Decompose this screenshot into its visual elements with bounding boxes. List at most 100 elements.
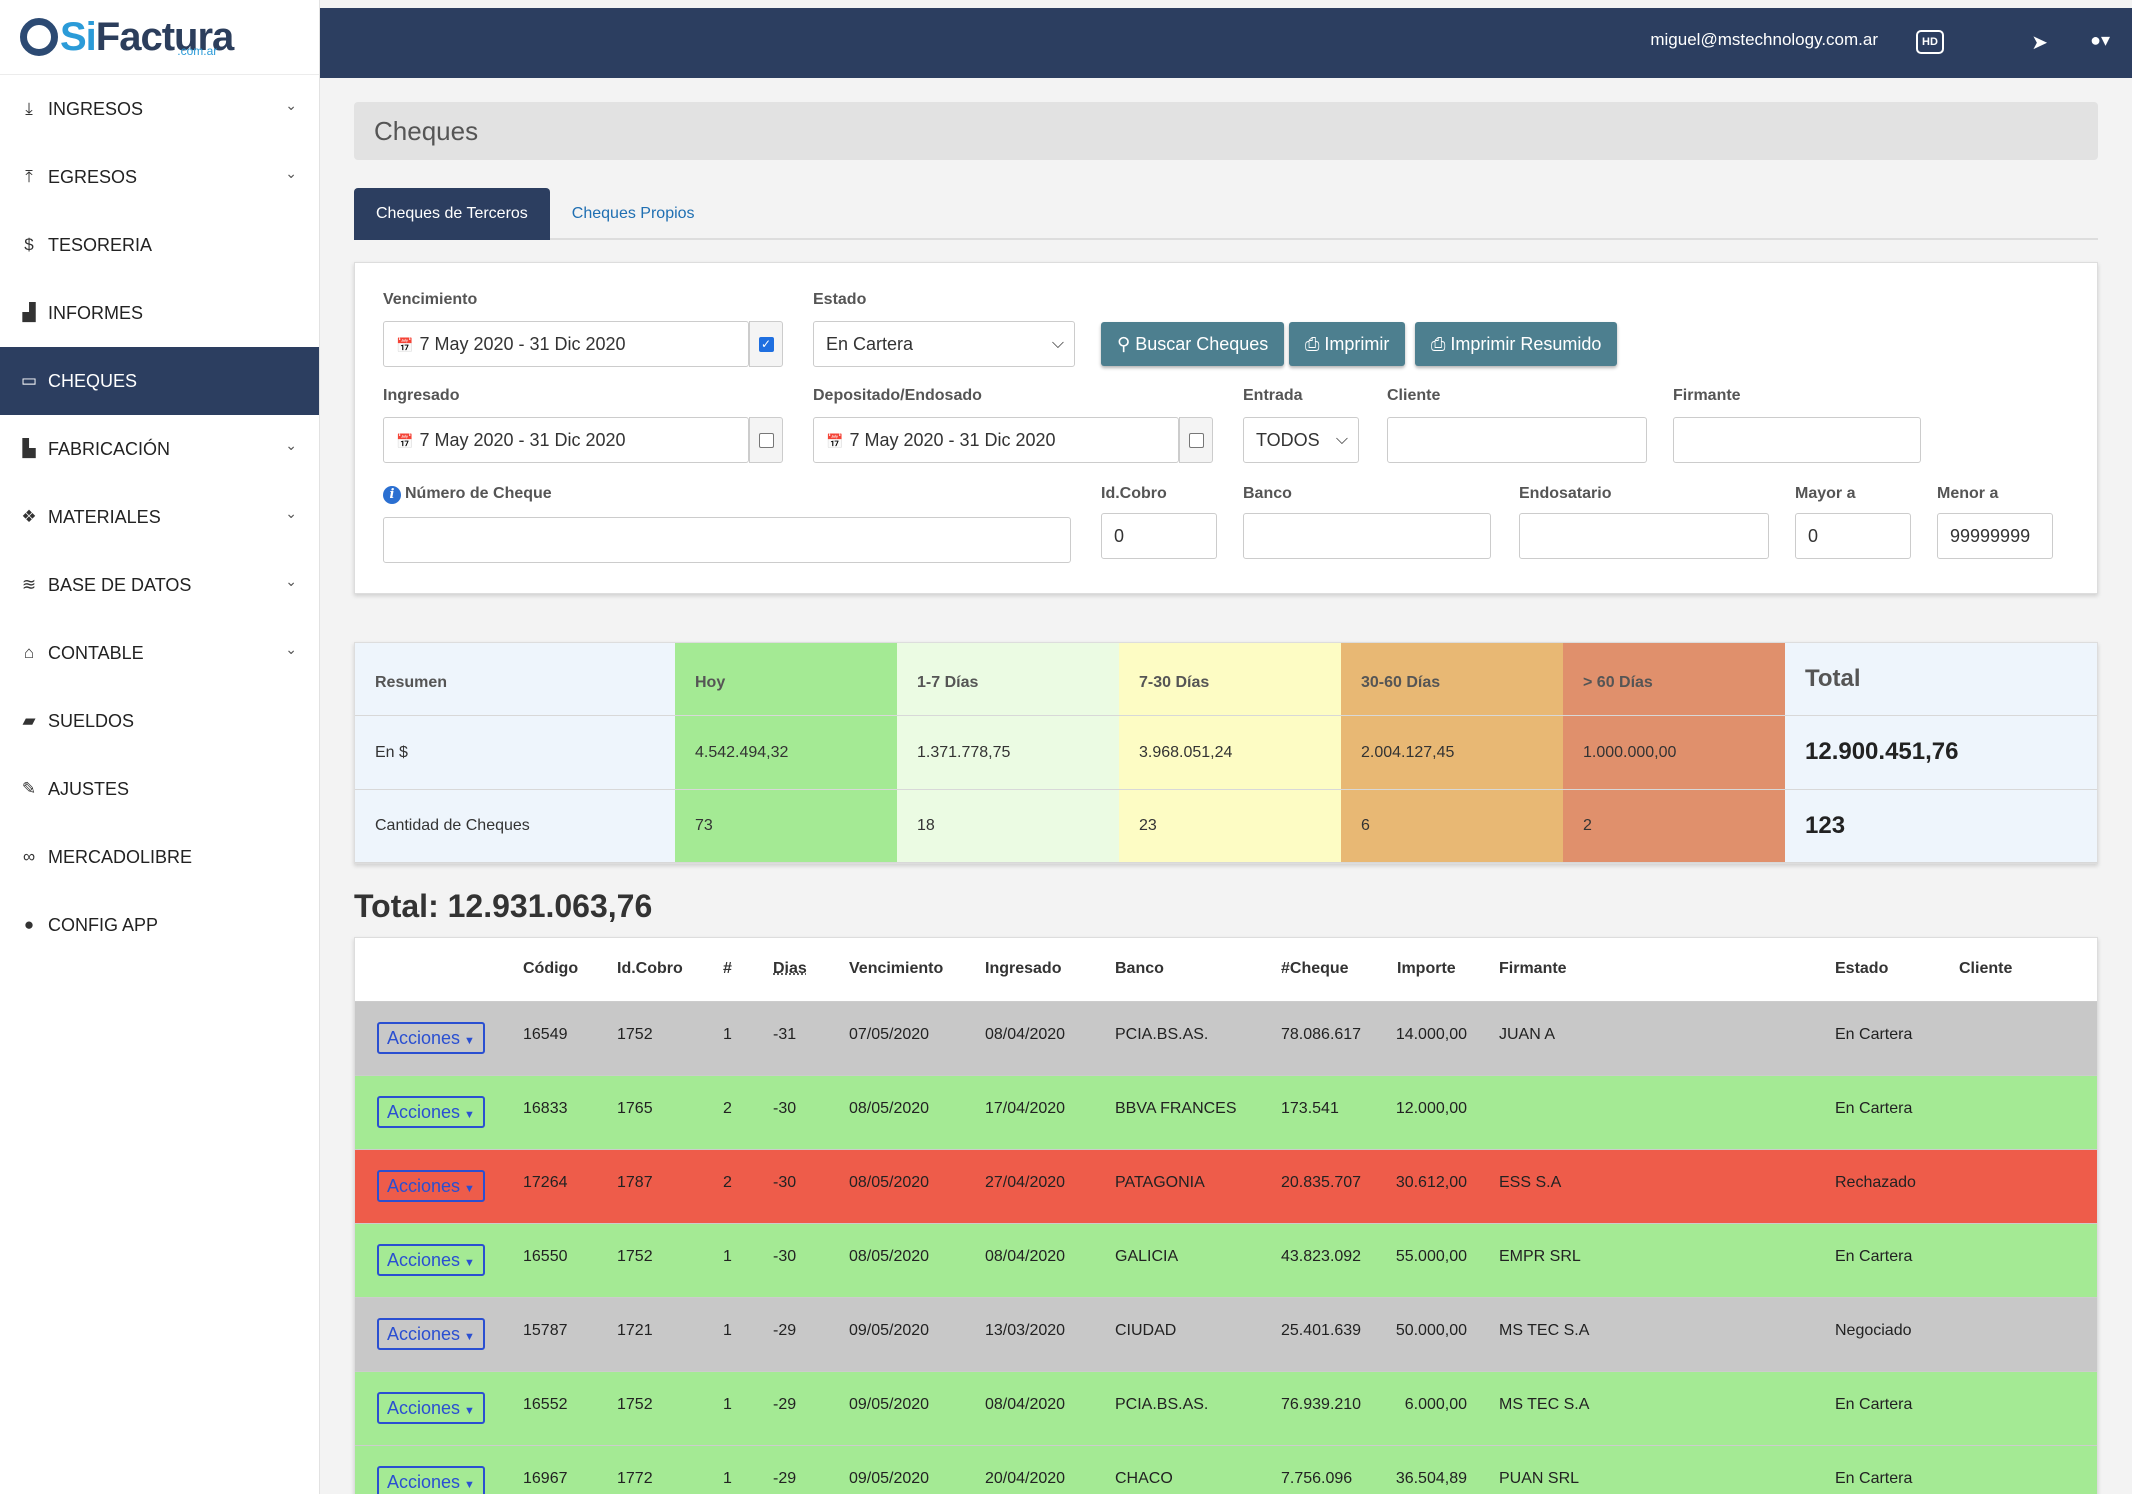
firmante-input[interactable]: [1673, 417, 1921, 463]
mayor-input[interactable]: 0: [1795, 513, 1911, 559]
sidebar-item-mercadolibre[interactable]: ∞ MERCADOLIBRE: [0, 823, 319, 891]
hd-icon[interactable]: HD: [1916, 30, 1944, 54]
top-bar: miguel@mstechnology.com.ar HD ➤ ●▾: [320, 8, 2132, 78]
acciones-button[interactable]: Acciones ▼: [377, 1022, 485, 1054]
table-row: Acciones ▼ 16550 1752 1 -30 08/05/2020 08/04/20…: [355, 1224, 2097, 1298]
info-icon[interactable]: i: [383, 486, 401, 504]
column-header[interactable]: Cliente: [1959, 960, 2013, 977]
depositado-toggle[interactable]: [1179, 417, 1213, 463]
column-header[interactable]: Importe: [1397, 960, 1456, 977]
acciones-button[interactable]: Acciones ▼: [377, 1318, 485, 1350]
column-header[interactable]: Dias: [773, 960, 807, 977]
cell-ing: 13/03/2020: [985, 1322, 1066, 1339]
sidebar-item-egresos[interactable]: ⤒ EGRESOS ⌄: [0, 143, 319, 211]
wrench-icon: ✎: [21, 779, 37, 798]
idcobro-label: Id.Cobro: [1101, 485, 1167, 502]
banco-input[interactable]: [1243, 513, 1491, 559]
user-menu-icon[interactable]: ●▾: [2090, 30, 2110, 50]
filter-panel: Vencimiento 📅 7 May 2020 - 31 Dic 2020 ✓ …: [354, 262, 2098, 594]
vencimiento-checkbox[interactable]: ✓: [758, 336, 774, 352]
send-icon[interactable]: ➤: [2031, 32, 2048, 54]
sidebar-item-informes[interactable]: ▟ INFORMES: [0, 279, 319, 347]
table-header: Código Id.Cobro # Dias Vencimiento Ingresado B…: [355, 938, 2097, 1002]
vencimiento-toggle[interactable]: ✓: [749, 321, 783, 367]
acciones-button[interactable]: Acciones ▼: [377, 1096, 485, 1128]
cell-firmante: EMPR SRL: [1499, 1248, 1581, 1265]
cell-firmante: MS TEC S.A: [1499, 1322, 1590, 1339]
tab-cheques-terceros[interactable]: Cheques de Terceros: [354, 188, 550, 240]
table-row: Acciones ▼ 16552 1752 1 -29 09/05/2020 08/04/20…: [355, 1372, 2097, 1446]
sidebar-item-label: INGRESOS: [48, 98, 144, 119]
imprimir-button[interactable]: ⎙ Imprimir: [1289, 322, 1406, 366]
sidebar-item-config-app[interactable]: ● CONFIG APP: [0, 891, 319, 959]
numero-cheque-input[interactable]: [383, 517, 1071, 563]
grand-total: Total: 12.931.063,76: [354, 888, 653, 924]
column-header[interactable]: #Cheque: [1281, 960, 1349, 977]
tab-cheques-propios[interactable]: Cheques Propios: [571, 205, 695, 222]
sidebar-item-ajustes[interactable]: ✎ AJUSTES: [0, 755, 319, 823]
acciones-button[interactable]: Acciones ▼: [377, 1170, 485, 1202]
estado-select[interactable]: En Cartera ⌵: [813, 321, 1075, 367]
column-header[interactable]: Banco: [1115, 960, 1164, 977]
column-header[interactable]: Vencimiento: [849, 960, 944, 977]
menor-input[interactable]: 99999999: [1937, 513, 2053, 559]
cell-codigo: 16833: [523, 1100, 568, 1117]
cell-importe: 14.000,00: [1395, 1026, 1467, 1043]
table-row: Acciones ▼ 16967 1772 1 -29 09/05/2020 20/04/20…: [355, 1446, 2097, 1494]
column-header[interactable]: Código: [523, 960, 579, 977]
cell-codigo: 16552: [523, 1396, 568, 1413]
sidebar-item-fabricaci-n[interactable]: ▙ FABRICACIÓN ⌄: [0, 415, 319, 483]
ingresado-input[interactable]: 📅 7 May 2020 - 31 Dic 2020: [383, 417, 749, 463]
cell-vto: 09/05/2020: [849, 1322, 930, 1339]
chevron-down-icon: ⌄: [285, 505, 297, 521]
cell-dias: -30: [773, 1100, 797, 1117]
summary-pesos: 1.371.778,75: [897, 716, 1119, 790]
sidebar-item-materiales[interactable]: ❖ MATERIALES ⌄: [0, 483, 319, 551]
acciones-button[interactable]: Acciones ▼: [377, 1392, 485, 1424]
chevron-down-icon: ⌄: [285, 165, 297, 181]
column-header[interactable]: Estado: [1835, 960, 1889, 977]
chart-icon: ▟: [22, 303, 36, 322]
depositado-input[interactable]: 📅 7 May 2020 - 31 Dic 2020: [813, 417, 1179, 463]
summary-table: Resumen En $ Cantidad de Cheques Hoy 4.542.4…: [354, 642, 2098, 864]
sidebar-item-sueldos[interactable]: ▰ SUELDOS: [0, 687, 319, 755]
endosatario-input[interactable]: [1519, 513, 1769, 559]
column-header[interactable]: Firmante: [1499, 960, 1567, 977]
print-icon: ⎙: [1431, 334, 1446, 354]
chevron-down-icon: ⌵: [1335, 431, 1348, 448]
table-row: Acciones ▼ 17264 1787 2 -30 08/05/2020 27/04/20…: [355, 1150, 2097, 1224]
cell-banco: PCIA.BS.AS.: [1115, 1026, 1209, 1043]
sidebar-item-tesoreria[interactable]: $ TESORERIA: [0, 211, 319, 279]
ingresado-toggle[interactable]: [749, 417, 783, 463]
cliente-input[interactable]: [1387, 417, 1647, 463]
sidebar-item-contable[interactable]: ⌂ CONTABLE ⌄: [0, 619, 319, 687]
idcobro-input[interactable]: 0: [1101, 513, 1217, 559]
cell-num: 1: [723, 1396, 732, 1413]
sidebar-item-ingresos[interactable]: ⤓ INGRESOS ⌄: [0, 75, 319, 143]
sidebar-item-cheques[interactable]: ▭ CHEQUES: [0, 347, 319, 415]
banco-label: Banco: [1243, 485, 1292, 502]
entrada-label: Entrada: [1243, 387, 1303, 404]
vencimiento-input[interactable]: 📅 7 May 2020 - 31 Dic 2020: [383, 321, 749, 367]
user-email[interactable]: miguel@mstechnology.com.ar: [1650, 30, 1878, 49]
cell-estado: Negociado: [1835, 1322, 1912, 1339]
ingresado-checkbox[interactable]: [758, 432, 774, 448]
buscar-cheques-button[interactable]: ⚲ Buscar Cheques: [1101, 322, 1285, 366]
column-header[interactable]: Id.Cobro: [617, 960, 683, 977]
cell-estado: En Cartera: [1835, 1470, 1913, 1487]
acciones-button[interactable]: Acciones ▼: [377, 1466, 485, 1494]
summary-pesos: 12.900.451,76: [1785, 716, 2097, 790]
summary-header: > 60 Días: [1563, 643, 1785, 717]
imprimir-resumido-button[interactable]: ⎙ Imprimir Resumido: [1415, 322, 1618, 366]
sidebar-item-base-de-datos[interactable]: ≋ BASE DE DATOS ⌄: [0, 551, 319, 619]
acciones-button[interactable]: Acciones ▼: [377, 1244, 485, 1276]
entrada-select[interactable]: TODOS ⌵: [1243, 417, 1359, 463]
handshake-icon: ∞: [22, 847, 36, 866]
logo[interactable]: SiFactura .com.ar: [0, 0, 319, 75]
sidebar-item-label: AJUSTES: [48, 778, 130, 799]
sidebar-item-label: CONFIG APP: [48, 914, 159, 935]
column-header[interactable]: #: [723, 960, 732, 977]
cell-importe: 50.000,00: [1395, 1322, 1467, 1339]
column-header[interactable]: Ingresado: [985, 960, 1062, 977]
depositado-checkbox[interactable]: [1188, 432, 1204, 448]
